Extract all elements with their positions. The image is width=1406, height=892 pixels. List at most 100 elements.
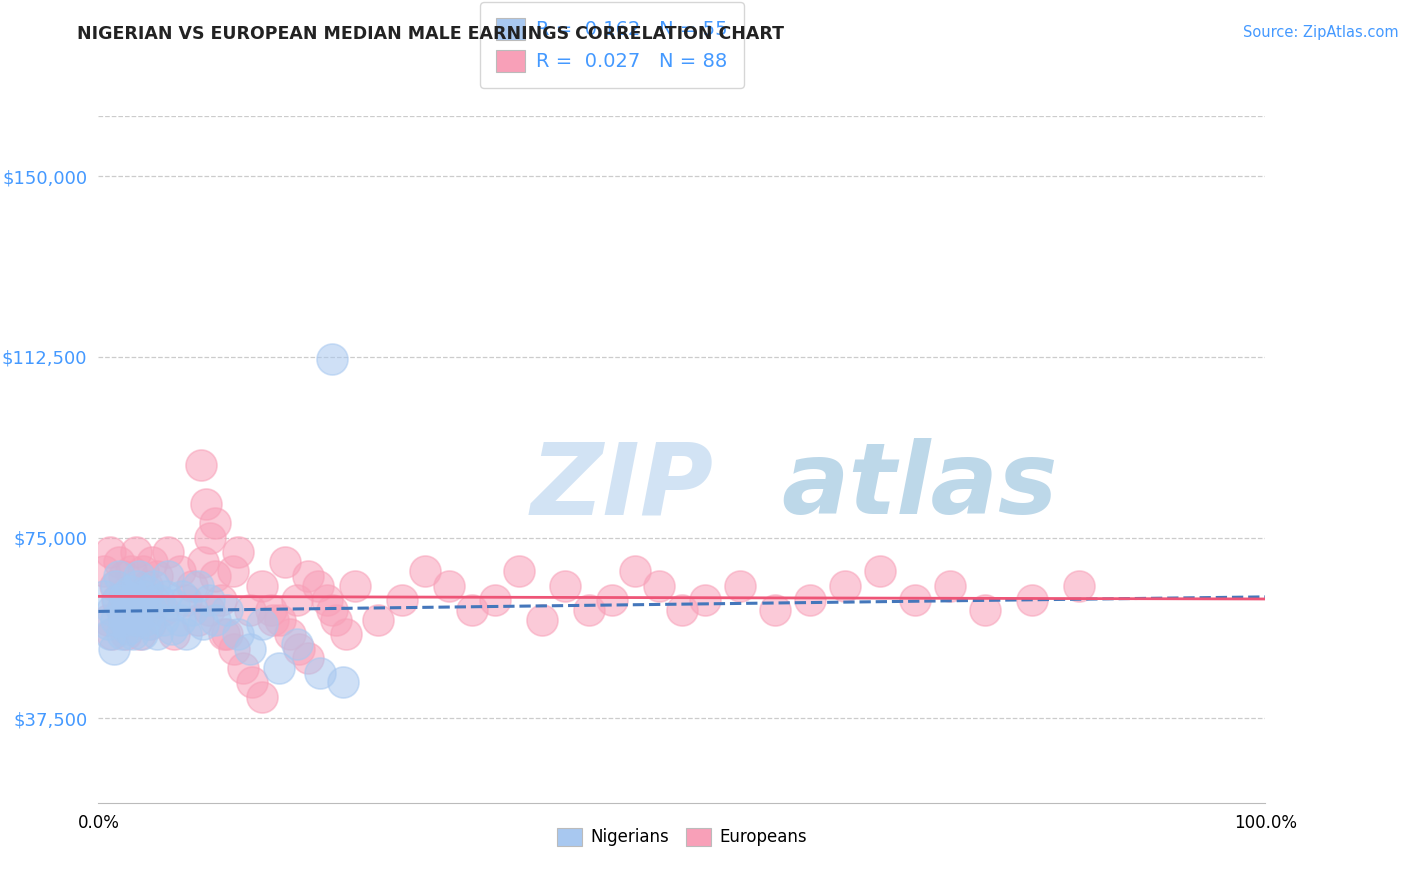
Point	[134, 598, 156, 612]
Point	[112, 613, 135, 627]
Point	[307, 579, 329, 593]
Point	[136, 583, 159, 598]
Point	[228, 627, 250, 641]
Point	[391, 593, 413, 607]
Point	[904, 593, 927, 607]
Point	[316, 593, 339, 607]
Point	[209, 593, 232, 607]
Point	[335, 627, 357, 641]
Point	[344, 579, 367, 593]
Point	[239, 641, 262, 656]
Point	[115, 627, 138, 641]
Point	[214, 627, 236, 641]
Point	[198, 603, 221, 617]
Point	[93, 565, 115, 579]
Point	[242, 675, 264, 690]
Point	[129, 627, 152, 641]
Point	[437, 579, 460, 593]
Point	[187, 613, 209, 627]
Point	[98, 627, 121, 641]
Point	[93, 589, 115, 603]
Point	[260, 603, 283, 617]
Point	[122, 593, 145, 607]
Point	[309, 665, 332, 680]
Point	[114, 589, 136, 603]
Point	[180, 579, 202, 593]
Point	[232, 661, 254, 675]
Text: ZIP: ZIP	[530, 438, 713, 535]
Point	[155, 589, 177, 603]
Point	[763, 603, 786, 617]
Point	[600, 593, 623, 607]
Point	[152, 613, 174, 627]
Point	[139, 603, 162, 617]
Point	[157, 569, 180, 583]
Point	[413, 565, 436, 579]
Point	[221, 565, 243, 579]
Point	[578, 603, 600, 617]
Point	[228, 545, 250, 559]
Point	[695, 593, 717, 607]
Point	[143, 593, 166, 607]
Point	[141, 555, 163, 569]
Point	[671, 603, 693, 617]
Point	[321, 603, 343, 617]
Point	[107, 593, 129, 607]
Point	[169, 565, 191, 579]
Point	[215, 603, 238, 617]
Point	[274, 555, 297, 569]
Point	[297, 651, 319, 665]
Point	[146, 627, 169, 641]
Point	[198, 593, 221, 607]
Point	[869, 565, 891, 579]
Point	[117, 598, 139, 612]
Point	[128, 569, 150, 583]
Point	[152, 603, 174, 617]
Point	[98, 545, 121, 559]
Point	[97, 613, 120, 627]
Text: NIGERIAN VS EUROPEAN MEDIAN MALE EARNINGS CORRELATION CHART: NIGERIAN VS EUROPEAN MEDIAN MALE EARNING…	[77, 25, 785, 43]
Point	[169, 613, 191, 627]
Point	[278, 627, 301, 641]
Point	[554, 579, 576, 593]
Point	[138, 617, 160, 632]
Point	[239, 603, 262, 617]
Point	[204, 613, 226, 627]
Point	[215, 627, 238, 641]
Point	[118, 583, 141, 598]
Point	[108, 569, 131, 583]
Point	[122, 613, 145, 627]
Point	[136, 579, 159, 593]
Point	[285, 637, 308, 651]
Point	[530, 613, 553, 627]
Point	[118, 589, 141, 603]
Point	[132, 589, 155, 603]
Text: atlas: atlas	[782, 438, 1057, 535]
Point	[367, 613, 389, 627]
Point	[204, 569, 226, 583]
Point	[269, 661, 291, 675]
Point	[104, 579, 127, 593]
Point	[122, 627, 145, 641]
Point	[332, 675, 354, 690]
Point	[111, 603, 134, 617]
Point	[297, 569, 319, 583]
Point	[624, 565, 647, 579]
Point	[174, 627, 197, 641]
Point	[974, 603, 997, 617]
Point	[172, 589, 194, 603]
Point	[250, 579, 273, 593]
Point	[143, 579, 166, 593]
Point	[127, 593, 149, 607]
Point	[120, 607, 142, 622]
Point	[111, 603, 134, 617]
Point	[132, 565, 155, 579]
Point	[174, 593, 197, 607]
Point	[134, 603, 156, 617]
Point	[125, 545, 148, 559]
Text: Source: ZipAtlas.com: Source: ZipAtlas.com	[1243, 25, 1399, 40]
Point	[101, 627, 124, 641]
Point	[128, 603, 150, 617]
Point	[131, 627, 153, 641]
Legend: Nigerians, Europeans: Nigerians, Europeans	[550, 821, 814, 853]
